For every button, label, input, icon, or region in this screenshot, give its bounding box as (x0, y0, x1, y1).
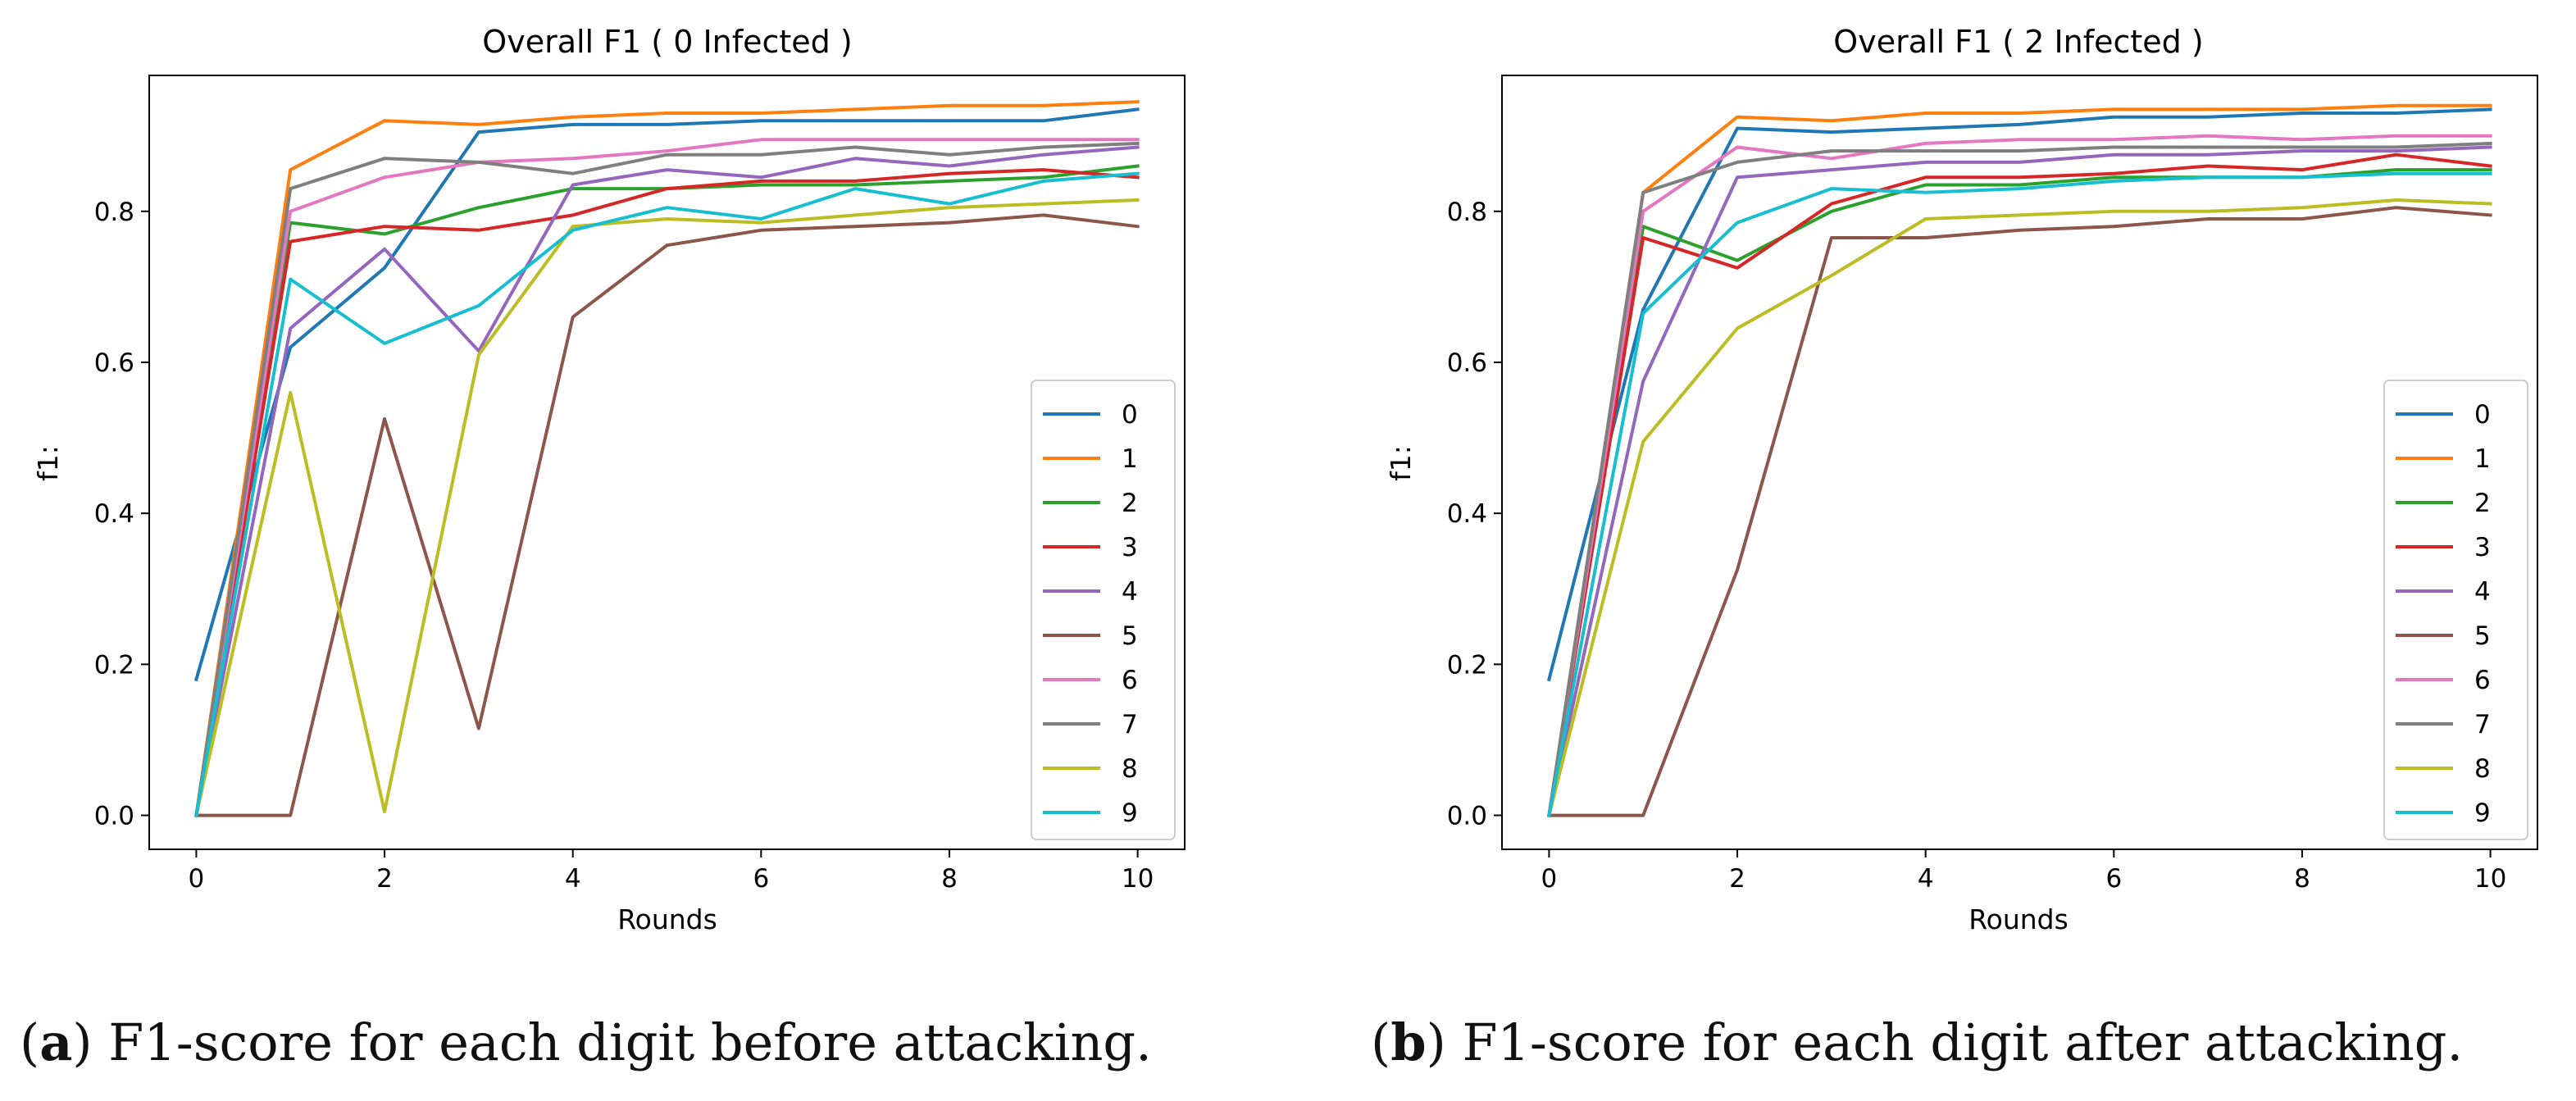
chart-left-ytick-label: 0.4 (94, 499, 134, 529)
chart-left-xtick-label: 2 (376, 864, 393, 894)
chart-right-ytick-label: 0.0 (1447, 802, 1487, 831)
legend-box (2383, 380, 2528, 840)
chart-left-xtick-label: 4 (565, 864, 581, 894)
series-line-5 (194, 213, 1140, 817)
series-line-6 (1547, 134, 2492, 817)
series-line-7 (194, 141, 1140, 817)
legend-label-9: 9 (1122, 798, 1138, 828)
legend-label-1: 1 (2474, 444, 2491, 474)
legend-label-1: 1 (1122, 444, 1138, 474)
legend-label-5: 5 (1122, 621, 1138, 651)
legend-label-5: 5 (2474, 621, 2491, 651)
chart-left-xtick-label: 6 (753, 864, 769, 894)
legend-box (1031, 380, 1176, 840)
chart-left-xlabel: Rounds (617, 903, 717, 935)
chart-right: Overall F1 ( 2 Infected ) 0 2 4 6 8 100.00.20… (1385, 24, 2538, 935)
legend-label-6: 6 (2474, 666, 2491, 695)
chart-right-ytick-label: 0.8 (1447, 198, 1487, 227)
chart-left-ytick-label: 0.8 (94, 198, 134, 227)
series-line-4 (1547, 145, 2492, 817)
caption-b-label: b (1390, 1012, 1426, 1072)
legend-label-8: 8 (2474, 754, 2491, 784)
series-line-0 (193, 107, 1140, 682)
chart-right-title: Overall F1 ( 2 Infected ) (1833, 24, 2203, 60)
legend-label-7: 7 (1122, 710, 1138, 739)
series-line-4 (194, 145, 1140, 817)
legend-label-0: 0 (2474, 400, 2491, 430)
series-line-8 (194, 198, 1140, 817)
chart-left-title: Overall F1 ( 0 Infected ) (482, 24, 852, 60)
series-line-3 (194, 168, 1140, 817)
caption-b-text: F1-score for each digit after attacking. (1462, 1012, 2463, 1072)
series-line-9 (194, 171, 1140, 817)
chart-left-ticks: 0 2 4 6 8 100.00.20.40.60.8 (94, 198, 1154, 894)
caption-a: (a) F1-score for each digit before attac… (20, 1012, 1152, 1072)
caption-a-text: F1-score for each digit before attacking… (108, 1012, 1152, 1072)
legend-label-2: 2 (2474, 489, 2491, 518)
series-line-6 (194, 138, 1140, 817)
chart-left-xtick-label: 10 (1122, 864, 1154, 894)
chart-right-xtick-label: 6 (2105, 864, 2122, 894)
caption-b: (b) F1-score for each digit after attack… (1371, 1012, 2463, 1072)
chart-right-xtick-label: 10 (2474, 864, 2506, 894)
chart-right-xlabel: Rounds (1968, 903, 2069, 935)
chart-left-xtick-label: 8 (941, 864, 958, 894)
chart-left-ytick-label: 0.2 (94, 650, 134, 680)
chart-right-ylabel: f1: (1385, 445, 1417, 481)
chart-right-ticks: 0 2 4 6 8 100.00.20.40.60.8 (1447, 198, 2507, 894)
series-line-1 (194, 100, 1140, 817)
series-line-7 (1547, 141, 2492, 817)
chart-right-ytick-label: 0.6 (1447, 348, 1487, 378)
chart-left-legend: 0 1 2 3 4 5 6 7 8 9 (1031, 380, 1176, 840)
series-line-9 (1547, 171, 2492, 817)
chart-right-xtick-label: 8 (2294, 864, 2310, 894)
legend-label-9: 9 (2474, 798, 2491, 828)
chart-right-ytick-label: 0.4 (1447, 499, 1487, 529)
chart-left-xtick-label: 0 (189, 864, 205, 894)
series-line-0 (1546, 107, 2492, 682)
chart-right-xtick-label: 0 (1541, 864, 1558, 894)
legend-label-6: 6 (1122, 666, 1138, 695)
legend-label-3: 3 (2474, 533, 2491, 562)
chart-left-ytick-label: 0.6 (94, 348, 134, 378)
legend-label-3: 3 (1122, 533, 1138, 562)
chart-left-ytick-label: 0.0 (94, 802, 134, 831)
series-line-8 (1546, 198, 2492, 818)
legend-label-0: 0 (1122, 400, 1138, 430)
legend-label-7: 7 (2474, 710, 2491, 739)
legend-label-8: 8 (1122, 754, 1138, 784)
series-line-3 (1547, 152, 2492, 817)
legend-label-2: 2 (1122, 489, 1138, 518)
chart-right-legend: 0 1 2 3 4 5 6 7 8 9 (2383, 380, 2528, 840)
legend-label-4: 4 (1122, 577, 1138, 607)
chart-right-plot-area (1501, 75, 2538, 850)
chart-right-xtick-label: 2 (1729, 864, 1745, 894)
chart-right-ytick-label: 0.2 (1447, 650, 1487, 680)
caption-a-label: a (39, 1012, 72, 1072)
series-line-5 (1547, 206, 2492, 817)
legend-label-4: 4 (2474, 577, 2491, 607)
chart-left-ylabel: f1: (32, 445, 64, 481)
chart-left-lines (193, 100, 1140, 817)
chart-right-xtick-label: 4 (1918, 864, 1934, 894)
chart-right-lines (1546, 103, 2492, 818)
chart-left: Overall F1 ( 0 Infected ) 0 2 4 6 8 100.00.20… (32, 24, 1186, 935)
series-line-1 (1547, 103, 2492, 817)
